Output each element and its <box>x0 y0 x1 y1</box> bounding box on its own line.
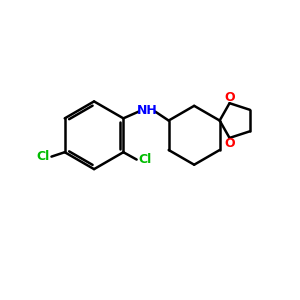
Text: O: O <box>224 92 235 104</box>
Text: Cl: Cl <box>37 150 50 163</box>
Text: Cl: Cl <box>138 153 152 166</box>
Text: NH: NH <box>136 103 157 117</box>
Text: O: O <box>224 137 235 150</box>
